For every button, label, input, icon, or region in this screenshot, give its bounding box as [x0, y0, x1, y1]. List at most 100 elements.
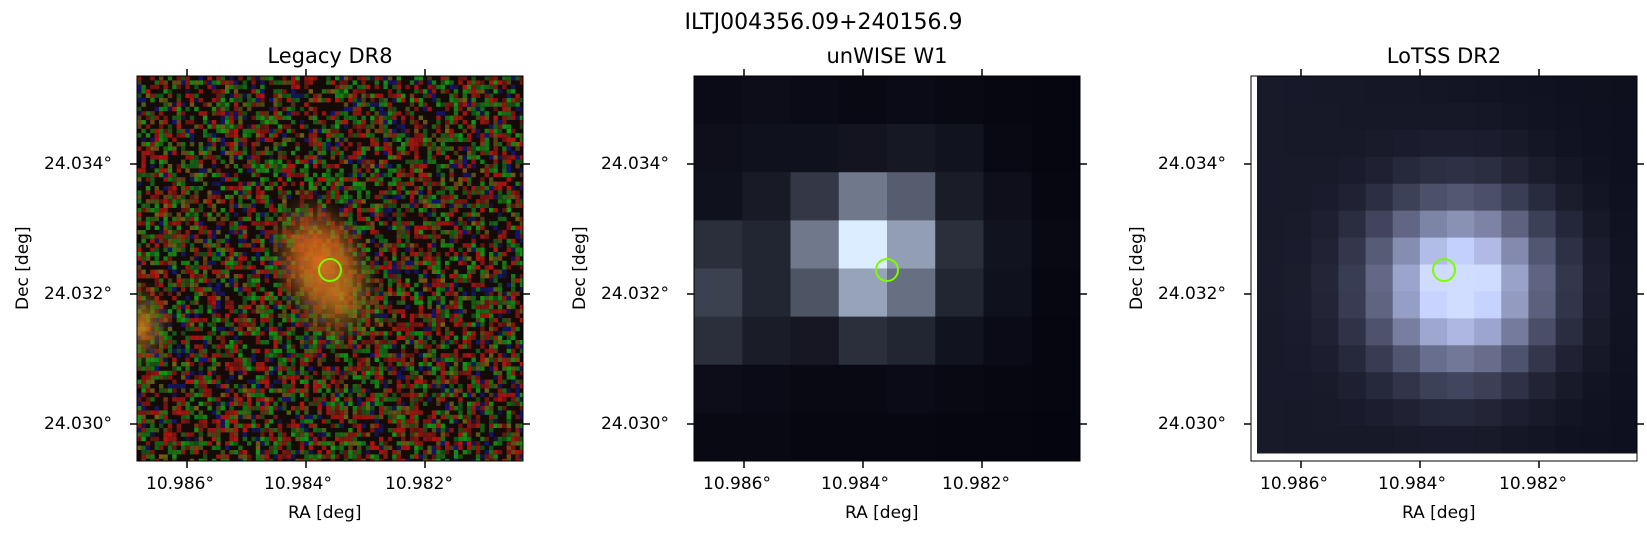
image-pixel	[1257, 210, 1285, 239]
image-pixel	[1501, 210, 1529, 239]
image-pixel	[1311, 76, 1339, 104]
image-pixel	[790, 220, 840, 269]
image-pixel	[983, 364, 1033, 414]
xtick-label: 10.986°	[1260, 474, 1328, 494]
image-pixel	[1474, 76, 1502, 104]
image-pixel	[838, 316, 888, 366]
xtick-label: 10.984°	[821, 474, 889, 494]
image-pixel	[1031, 220, 1081, 269]
image-pixel	[1609, 76, 1638, 104]
unwise-image	[694, 76, 1081, 462]
image-pixel	[1419, 129, 1448, 158]
image-pixel	[838, 412, 888, 462]
image-pixel	[983, 124, 1033, 173]
image-pixel	[1447, 76, 1475, 104]
image-pixel	[1555, 210, 1584, 239]
image-pixel	[694, 364, 743, 414]
legacy-image	[137, 76, 523, 461]
image-pixel	[1365, 237, 1394, 265]
image-pixel	[1474, 129, 1502, 158]
image-pixel	[1474, 399, 1502, 427]
image-pixel	[1031, 124, 1081, 173]
image-pixel	[1501, 291, 1529, 319]
image-pixel	[1365, 318, 1394, 346]
image-pixel	[1311, 264, 1339, 292]
image-pixel	[1284, 76, 1312, 104]
image-pixel	[1447, 318, 1475, 346]
image-pixel	[1311, 183, 1339, 212]
image-pixel	[1555, 102, 1584, 131]
image-pixel	[742, 268, 791, 318]
image-pixel	[694, 124, 743, 173]
image-pixel	[1338, 156, 1367, 185]
image-pixel	[1582, 129, 1611, 158]
image-pixel	[1419, 237, 1448, 265]
xtick-label: 10.982°	[1499, 474, 1567, 494]
image-pixel	[1447, 129, 1475, 158]
image-pixel	[790, 268, 840, 318]
image-pixel	[1392, 102, 1421, 131]
image-pixel	[1609, 210, 1638, 239]
unwise-frame	[693, 75, 1081, 462]
image-pixel	[1284, 264, 1312, 292]
image-pixel	[1474, 210, 1502, 239]
image-pixel	[1338, 129, 1367, 158]
image-pixel	[1582, 156, 1611, 185]
image-pixel	[1338, 345, 1367, 373]
image-pixel	[790, 316, 840, 366]
xtick-label: 10.982°	[385, 474, 453, 494]
image-pixel	[887, 364, 936, 414]
image-pixel	[1365, 426, 1394, 454]
image-pixel	[790, 412, 840, 462]
image-pixel	[1031, 316, 1081, 366]
image-pixel	[694, 412, 743, 462]
image-pixel	[1528, 102, 1557, 131]
image-pixel	[1311, 237, 1339, 265]
image-pixel	[887, 316, 936, 366]
image-pixel	[1311, 102, 1339, 131]
image-pixel	[694, 316, 743, 366]
ytick-label: 24.034°	[44, 154, 112, 174]
ytick-label: 24.032°	[1158, 284, 1226, 304]
image-pixel	[1528, 156, 1557, 185]
image-pixel	[1392, 210, 1421, 239]
image-pixel	[1419, 156, 1448, 185]
image-pixel	[1501, 426, 1529, 454]
ytick-label: 24.034°	[1158, 154, 1226, 174]
image-pixel	[1257, 291, 1285, 319]
image-pixel	[1311, 426, 1339, 454]
image-pixel	[742, 316, 791, 366]
image-pixel	[1447, 156, 1475, 185]
image-pixel	[1284, 345, 1312, 373]
ytick-label: 24.030°	[601, 414, 669, 434]
image-pixel	[1257, 76, 1285, 104]
ytick-label: 24.032°	[601, 284, 669, 304]
image-pixel	[1392, 426, 1421, 454]
image-pixel	[1365, 372, 1394, 400]
image-pixel	[1392, 237, 1421, 265]
image-pixel	[887, 268, 936, 318]
image-pixel	[1392, 129, 1421, 158]
image-pixel	[742, 124, 791, 173]
image-pixel	[887, 124, 936, 173]
image-pixel	[742, 412, 791, 462]
image-pixel	[1284, 426, 1312, 454]
image-pixel	[1257, 399, 1285, 427]
ytick-label: 24.030°	[44, 414, 112, 434]
image-pixel	[1284, 183, 1312, 212]
image-pixel	[1257, 264, 1285, 292]
image-pixel	[1031, 172, 1081, 221]
image-pixel	[1609, 372, 1638, 400]
image-pixel	[1555, 372, 1584, 400]
image-pixel	[1582, 345, 1611, 373]
image-pixel	[1365, 264, 1394, 292]
ylabel-unwise: Dec [deg]	[570, 226, 590, 310]
image-pixel	[1338, 264, 1367, 292]
image-pixel	[1501, 345, 1529, 373]
image-pixel	[1338, 76, 1367, 104]
image-pixel	[1338, 318, 1367, 346]
image-pixel	[1419, 372, 1448, 400]
image-pixel	[1365, 102, 1394, 131]
image-pixel	[1501, 129, 1529, 158]
